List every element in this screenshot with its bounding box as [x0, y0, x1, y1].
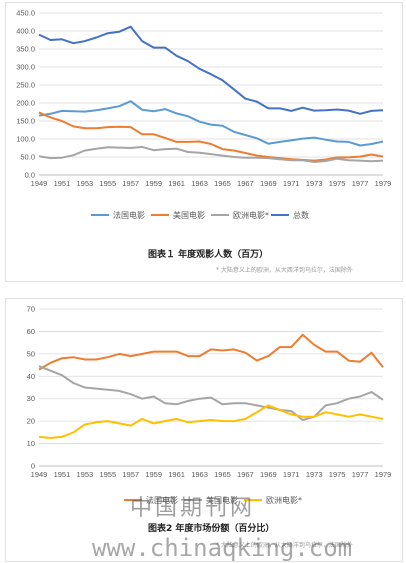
y-tick-label: 150.0: [16, 117, 35, 126]
chart-audience-svg: 0.0 50.0 100.0 150.0 200.0 250.0 300.0 350.0 400…: [16, 9, 392, 221]
series-line-0: [38, 333, 384, 371]
series-line-3: [38, 25, 384, 115]
chart-note-market-share: * 大陆意义上的欧洲，从大西洋到乌拉尔，法国除外: [216, 542, 353, 549]
x-tick-label: 1969: [260, 470, 277, 479]
x-tick-label: 1955: [99, 179, 116, 188]
y-tick-label: 20: [27, 417, 35, 426]
legend-label: 法国电影: [113, 210, 145, 220]
x-tick-label: 1957: [122, 179, 139, 188]
y-tick-label: 400.0: [16, 27, 35, 36]
y-tick-label: 0.0: [25, 171, 35, 180]
legend-label: 总数: [293, 210, 309, 220]
y-tick-label: 350.0: [16, 45, 35, 54]
legend-label: 美国电影: [206, 495, 238, 505]
chart-market-share-svg: 0 10 20 30 40 50 60 70 1949 1951 1953 1955 1957 1959 1…: [27, 305, 392, 506]
chart-caption-market-share: 图表2 年度市场份额（百分比）: [148, 524, 275, 534]
x-tick-label: 1975: [329, 470, 346, 479]
x-tick-label: 1961: [168, 470, 185, 479]
y-tick-label: 40: [27, 372, 35, 381]
x-tick-label: 1967: [237, 179, 254, 188]
y-tick-label: 30: [27, 394, 35, 403]
x-tick-label: 1949: [31, 470, 48, 479]
chart-panel-market-share: 0 10 20 30 40 50 60 70 1949 1951 1953 1955 1957 1959 1…: [5, 298, 403, 562]
series-line-0: [38, 100, 384, 147]
x-tick-label: 1967: [237, 470, 254, 479]
x-tick-label: 1951: [54, 470, 71, 479]
x-tick-label: 1977: [352, 470, 369, 479]
chart-note-audience: * 大陆意义上的欧洲，从大西洋到乌拉尔，法国除外: [216, 267, 353, 274]
x-tick-label: 1979: [375, 470, 392, 479]
legend-label: 法国电影: [146, 495, 178, 505]
y-tick-label: 300.0: [16, 63, 35, 72]
x-tick-label: 1959: [145, 470, 162, 479]
series-line-1: [38, 365, 384, 421]
series-line-2: [38, 404, 384, 439]
y-tick-label: 200.0: [16, 99, 35, 108]
x-tick-label: 1963: [191, 470, 208, 479]
x-tick-label: 1951: [54, 179, 71, 188]
y-tick-label: 100.0: [16, 135, 35, 144]
legend-label: 欧洲电影*: [266, 495, 302, 505]
y-tick-label: 60: [27, 327, 35, 336]
x-tick-label: 1955: [99, 470, 116, 479]
legend-label: 欧洲电影*: [233, 210, 269, 220]
chart-caption-audience: 图表１ 年度观影人数（百万）: [148, 250, 269, 260]
y-tick-label: 50: [27, 349, 35, 358]
y-tick-label: 50.0: [20, 153, 35, 162]
x-tick-label: 1973: [306, 179, 323, 188]
x-tick-label: 1979: [375, 179, 392, 188]
x-tick-label: 1963: [191, 179, 208, 188]
y-tick-label: 450.0: [16, 9, 35, 18]
y-tick-label: 0: [31, 462, 35, 471]
series-line-2: [38, 145, 384, 163]
x-tick-label: 1965: [214, 470, 231, 479]
x-tick-label: 1971: [283, 470, 300, 479]
x-tick-label: 1953: [77, 179, 94, 188]
x-tick-label: 1961: [168, 179, 185, 188]
series-line-1: [38, 111, 384, 162]
x-tick-label: 1949: [31, 179, 48, 188]
x-tick-label: 1971: [283, 179, 300, 188]
x-tick-label: 1975: [329, 179, 346, 188]
chart-panel-audience: 0.0 50.0 100.0 150.0 200.0 250.0 300.0 350.0 400…: [5, 2, 403, 282]
y-tick-label: 250.0: [16, 81, 35, 90]
x-tick-label: 1959: [145, 179, 162, 188]
y-tick-label: 70: [27, 305, 35, 314]
legend-label: 美国电影: [173, 210, 205, 220]
x-tick-label: 1957: [122, 470, 139, 479]
x-tick-label: 1977: [352, 179, 369, 188]
x-tick-label: 1973: [306, 470, 323, 479]
x-tick-label: 1965: [214, 179, 231, 188]
y-tick-label: 10: [27, 439, 35, 448]
x-tick-label: 1953: [77, 470, 94, 479]
x-tick-label: 1969: [260, 179, 277, 188]
